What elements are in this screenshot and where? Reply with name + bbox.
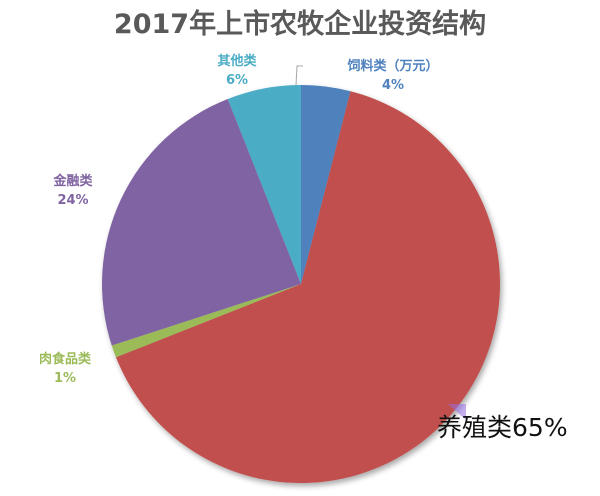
label-meat: 肉食品类 1%: [22, 350, 108, 388]
label-meat-pct: 1%: [53, 371, 77, 386]
pie-slices: [101, 85, 500, 483]
label-finance: 金融类 24%: [38, 172, 108, 210]
selection-artifact: [448, 404, 466, 420]
pie-slice: [227, 85, 301, 284]
label-feed-name: 饲料类（万元）: [347, 59, 439, 74]
label-other-pct: 6%: [225, 73, 249, 88]
label-finance-name: 金融类: [53, 174, 93, 189]
label-finance-pct: 24%: [57, 193, 89, 208]
chart-title: 2017年上市农牧企业投资结构: [113, 9, 487, 40]
label-breeding-name: 养殖类: [437, 413, 513, 442]
pie-slice: [101, 98, 301, 346]
label-feed-pct: 4%: [381, 78, 405, 93]
feed-leader-line: [295, 65, 303, 86]
label-other-name: 其他类: [217, 54, 257, 69]
label-breeding-pct: 65%: [512, 413, 568, 442]
pie-slice: [115, 91, 500, 483]
label-feed: 饲料类（万元） 4%: [318, 57, 468, 95]
pie-slice: [111, 284, 302, 358]
label-other: 其他类 6%: [205, 52, 269, 90]
label-meat-name: 肉食品类: [38, 352, 91, 367]
pie-slice: [301, 85, 351, 284]
label-breeding: 养殖类65%: [437, 408, 568, 444]
